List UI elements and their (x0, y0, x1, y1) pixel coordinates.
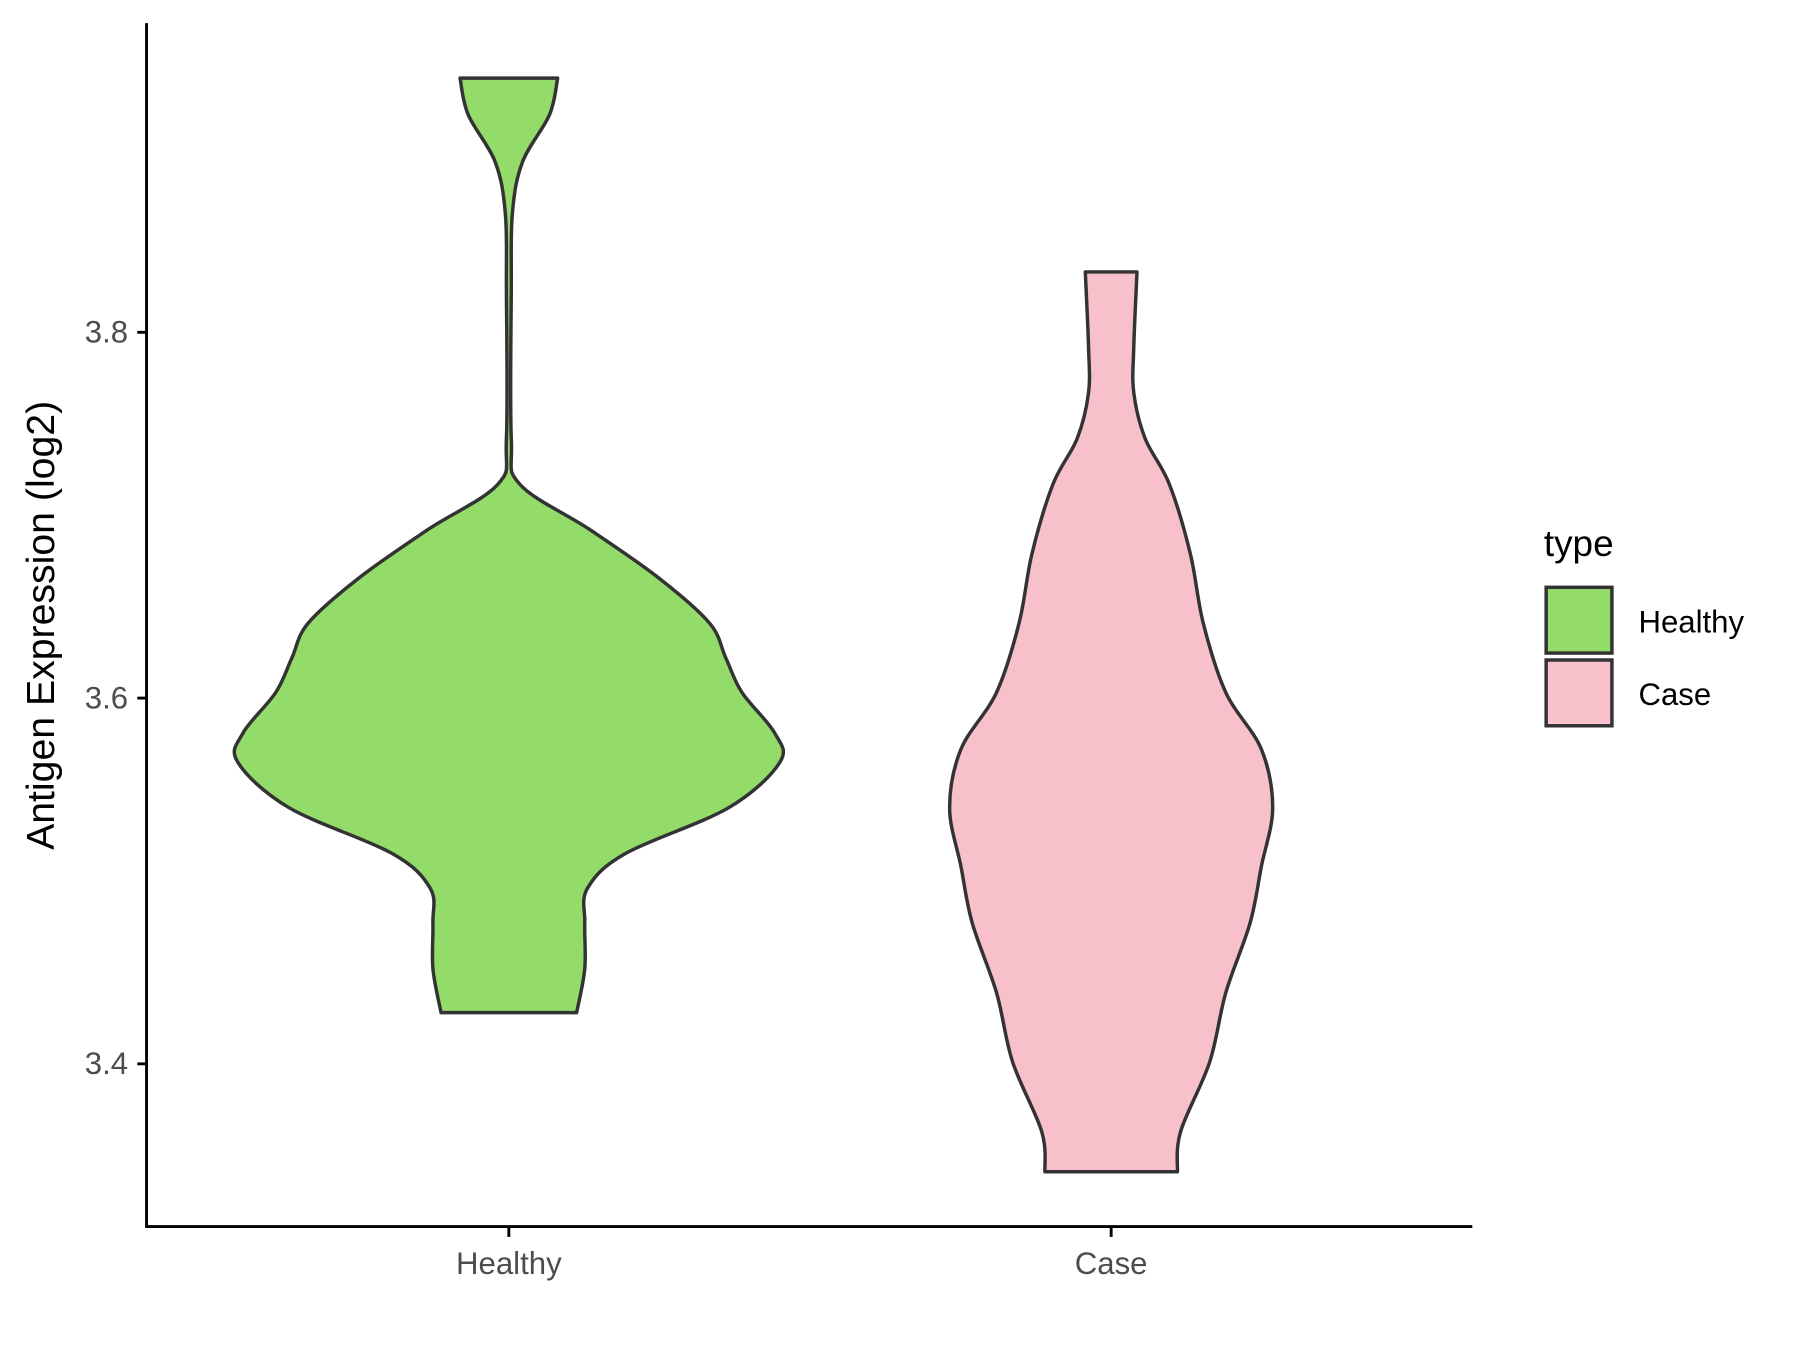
y-ticks: 3.4 3.6 3.8 (85, 315, 147, 1081)
violin-healthy (232, 76, 786, 1015)
legend-label: Healthy (1638, 604, 1744, 639)
x-tick-label: Case (1075, 1246, 1148, 1281)
x-tick-label: Healthy (456, 1246, 562, 1281)
y-axis-label: Antigen Expression (log2) (19, 401, 63, 850)
y-tick-label: 3.4 (85, 1046, 128, 1081)
legend: Healthy Case (1544, 585, 1744, 728)
legend-title: type (1544, 523, 1614, 564)
x-ticks: Healthy Case (456, 1226, 1148, 1281)
violin-case (947, 270, 1275, 1174)
legend-key-case (1544, 658, 1614, 728)
y-tick-label: 3.8 (85, 315, 128, 350)
legend-label: Case (1638, 677, 1711, 712)
violins (232, 76, 1275, 1174)
y-tick-label: 3.6 (85, 680, 128, 715)
legend-key-healthy (1544, 585, 1614, 655)
